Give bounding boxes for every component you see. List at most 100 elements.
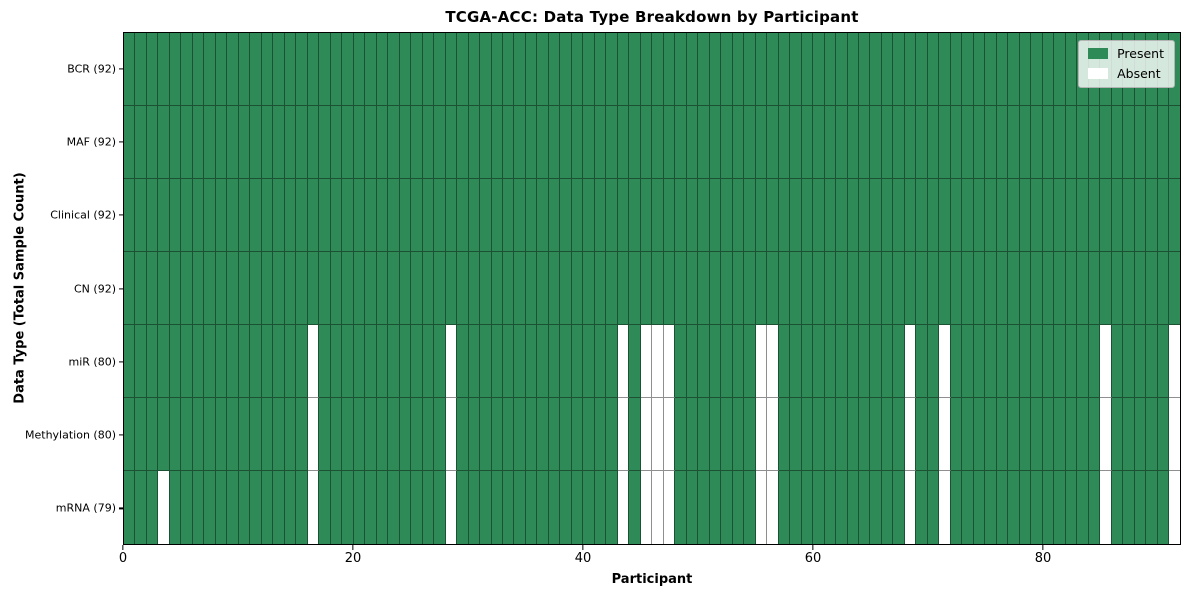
matrix-cell (537, 33, 549, 106)
matrix-cell (1157, 325, 1170, 398)
matrix-cell (698, 252, 710, 325)
matrix-cell (1031, 398, 1043, 471)
matrix-cell (192, 471, 205, 544)
matrix-cell (916, 471, 928, 544)
matrix-cell (525, 252, 538, 325)
matrix-cell (411, 471, 423, 544)
matrix-cell (353, 325, 366, 398)
matrix-cell (215, 252, 228, 325)
matrix-cell (124, 325, 136, 398)
matrix-cell (422, 325, 435, 398)
matrix-cell (927, 179, 940, 252)
matrix-cell (135, 33, 147, 106)
matrix-cell (606, 179, 618, 252)
matrix-cell (250, 106, 262, 179)
matrix-cell (1042, 33, 1055, 106)
matrix-cell (859, 325, 871, 398)
matrix-cell (985, 471, 997, 544)
matrix-cell (686, 471, 699, 544)
matrix-cell (962, 106, 974, 179)
matrix-cell (790, 33, 802, 106)
matrix-cell (824, 106, 837, 179)
matrix-cell (606, 398, 618, 471)
matrix-cell (973, 398, 986, 471)
matrix-cell (629, 179, 641, 252)
matrix-cell (491, 252, 503, 325)
matrix-cell (847, 33, 859, 106)
matrix-cell (1065, 252, 1078, 325)
matrix-cell (1008, 33, 1020, 106)
matrix-cell (192, 398, 205, 471)
matrix-cell (629, 398, 641, 471)
matrix-cell (1088, 398, 1101, 471)
matrix-cell (376, 398, 389, 471)
matrix-cell (181, 106, 193, 179)
matrix-cell (744, 398, 756, 471)
y-tick-label: mRNA (79) (55, 501, 116, 515)
chart-title: TCGA-ACC: Data Type Breakdown by Partici… (445, 8, 859, 26)
matrix-cell (445, 179, 458, 252)
legend-label-present: Present (1117, 46, 1164, 61)
matrix-cell (778, 33, 791, 106)
matrix-cell (399, 179, 412, 252)
matrix-cell (537, 325, 549, 398)
matrix-cell (1008, 325, 1020, 398)
matrix-cell (778, 106, 791, 179)
matrix-cell (732, 398, 745, 471)
matrix-cell (284, 325, 297, 398)
matrix-cell (686, 179, 699, 252)
matrix-cell (755, 252, 768, 325)
matrix-cell (411, 33, 423, 106)
matrix-cell (261, 252, 274, 325)
y-tick (119, 434, 123, 436)
matrix-cell (1146, 325, 1158, 398)
matrix-cell (904, 33, 917, 106)
matrix-cell (502, 398, 515, 471)
matrix-cell (1134, 252, 1147, 325)
matrix-cell (1042, 398, 1055, 471)
matrix-cell (319, 325, 331, 398)
matrix-cell (824, 398, 837, 471)
matrix-cell (1065, 106, 1078, 179)
matrix-cell (284, 33, 297, 106)
matrix-cell (801, 325, 814, 398)
matrix-cell (652, 252, 664, 325)
matrix-cell (158, 398, 170, 471)
matrix-cell (169, 179, 182, 252)
matrix-cell (594, 398, 607, 471)
matrix-cell (594, 179, 607, 252)
x-tick-label: 80 (1034, 551, 1052, 566)
matrix-cell (1019, 252, 1032, 325)
y-tick-marks (119, 32, 123, 545)
matrix-cell (571, 179, 584, 252)
matrix-cell (1077, 325, 1089, 398)
matrix-cell (824, 252, 837, 325)
matrix-cell (146, 325, 159, 398)
matrix-cell (388, 106, 400, 179)
matrix-cell (560, 179, 572, 252)
matrix-cell (939, 471, 951, 544)
matrix-cell (571, 33, 584, 106)
matrix-cell (985, 33, 997, 106)
matrix-cell (296, 252, 308, 325)
matrix-cell (790, 398, 802, 471)
matrix-cell (950, 471, 963, 544)
matrix-cell (1042, 471, 1055, 544)
matrix-cell (916, 325, 928, 398)
matrix-cell (617, 179, 630, 252)
matrix-cell (537, 252, 549, 325)
matrix-cell (1042, 325, 1055, 398)
matrix-cell (652, 106, 664, 179)
matrix-cell (480, 33, 492, 106)
matrix-cell (836, 325, 848, 398)
x-axis-label: Participant (611, 572, 693, 587)
matrix-cell (1123, 106, 1135, 179)
matrix-cell (502, 33, 515, 106)
matrix-cell (996, 325, 1009, 398)
matrix-cell (1065, 398, 1078, 471)
matrix-cell (721, 252, 733, 325)
matrix-cell (215, 398, 228, 471)
matrix-cell (927, 471, 940, 544)
matrix-cell (721, 106, 733, 179)
matrix-cell (480, 398, 492, 471)
